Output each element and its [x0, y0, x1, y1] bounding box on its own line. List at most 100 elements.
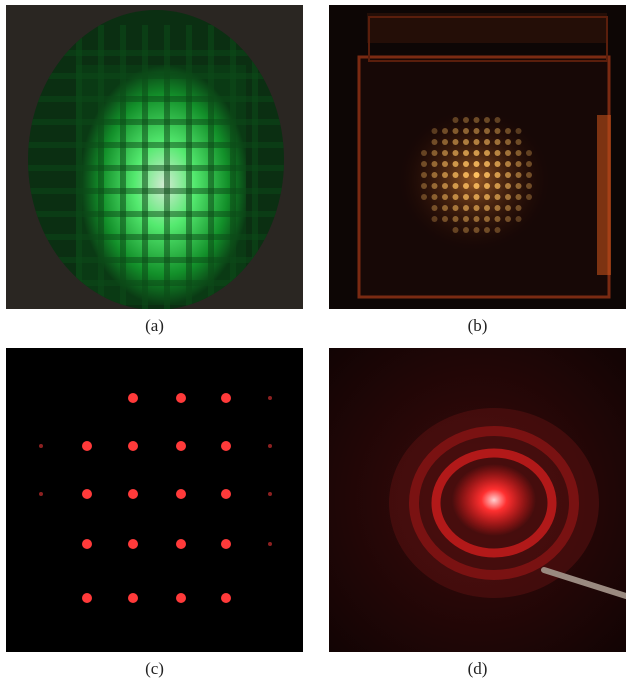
orange-light-spot [442, 183, 448, 189]
orange-light-spot [526, 150, 532, 156]
panel-c-red-spot-array-image [6, 348, 303, 652]
red-light-spot [268, 444, 272, 448]
orange-light-spot [494, 161, 501, 167]
orange-light-spot [473, 227, 480, 233]
orange-light-spot [494, 128, 501, 134]
orange-light-spot [484, 205, 490, 211]
orange-light-spot [494, 139, 501, 145]
red-light-spot [221, 393, 231, 403]
green-grid-graphic [6, 5, 303, 309]
orange-light-spot [473, 205, 480, 211]
orange-light-spot [463, 139, 469, 145]
grid-line-horizontal [28, 280, 284, 286]
orange-light-spot [484, 172, 490, 178]
red-spot-array-graphic [6, 348, 303, 652]
orange-light-spot [463, 128, 469, 134]
orange-light-spot [421, 172, 427, 178]
orange-light-spot [463, 194, 469, 200]
orange-light-spot [494, 117, 501, 123]
orange-light-spot [473, 172, 480, 178]
red-light-spot [39, 444, 43, 448]
orange-light-spot [452, 172, 459, 178]
orange-light-spot [484, 161, 490, 167]
orange-light-spot [484, 128, 490, 134]
grid-line-horizontal [28, 234, 284, 240]
orange-light-spot [463, 227, 469, 233]
orange-light-spot [421, 194, 427, 200]
red-light-spot [221, 489, 231, 499]
red-light-spot [128, 393, 138, 403]
grid-line-horizontal [28, 257, 284, 263]
orange-light-spot [526, 161, 532, 167]
orange-light-spot [505, 205, 511, 211]
orange-light-spot [421, 161, 427, 167]
orange-light-spot [494, 205, 501, 211]
red-light-spot [268, 492, 272, 496]
orange-light-spot [526, 194, 532, 200]
orange-light-spot [421, 150, 427, 156]
red-rings-graphic [329, 348, 626, 652]
red-light-spot [128, 441, 138, 451]
orange-light-spot [421, 183, 427, 189]
orange-light-spot [442, 216, 448, 222]
orange-light-spot [442, 172, 448, 178]
orange-light-spot [442, 139, 448, 145]
orange-light-spot [473, 194, 480, 200]
orange-light-spot [431, 205, 438, 211]
orange-light-spot [484, 139, 490, 145]
caption-d: (d) [467, 659, 488, 678]
orange-light-spot [452, 128, 459, 134]
orange-light-spot [505, 128, 511, 134]
grid-line-horizontal [28, 188, 284, 194]
orange-light-spot [431, 161, 438, 167]
orange-light-spot [515, 183, 522, 189]
orange-light-spot [473, 128, 480, 134]
orange-light-spot [515, 161, 522, 167]
orange-light-spot [515, 150, 522, 156]
orange-light-spot [505, 161, 511, 167]
orange-light-spot [515, 172, 522, 178]
orange-light-spot [431, 183, 438, 189]
orange-light-spot [442, 150, 448, 156]
orange-light-spot [484, 194, 490, 200]
orange-light-spot [452, 194, 459, 200]
orange-light-spot [473, 139, 480, 145]
red-light-spot [221, 441, 231, 451]
panel-d-red-rings-image [329, 348, 626, 652]
orange-light-spot [452, 161, 459, 167]
orange-light-spot [473, 117, 480, 123]
orange-light-spot [452, 227, 459, 233]
orange-light-spot [442, 161, 448, 167]
red-light-spot [128, 489, 138, 499]
orange-light-spot [452, 139, 459, 145]
grid-line-horizontal [28, 142, 284, 148]
red-light-spot [128, 593, 138, 603]
orange-light-spot [484, 183, 490, 189]
orange-light-spot [442, 128, 448, 134]
red-light-spot [82, 489, 92, 499]
orange-light-spot [452, 150, 459, 156]
panel-a-green-grid-image [6, 5, 303, 309]
orange-light-spot [505, 172, 511, 178]
orange-light-spot [515, 139, 522, 145]
orange-light-spot [431, 194, 438, 200]
orange-light-spot [473, 183, 480, 189]
red-light-spot [176, 593, 186, 603]
grid-line-horizontal [28, 73, 284, 79]
orange-light-spot [463, 150, 469, 156]
orange-light-spot [452, 117, 459, 123]
orange-light-spot [494, 183, 501, 189]
orange-light-spot [463, 161, 469, 167]
orange-light-spot [484, 216, 490, 222]
panel-b-glass-cube-image [329, 5, 626, 309]
orange-light-spot [515, 128, 522, 134]
orange-light-spot [505, 216, 511, 222]
orange-light-spot [515, 216, 522, 222]
orange-light-spot [473, 161, 480, 167]
orange-light-spot [431, 139, 438, 145]
orange-light-spot [484, 117, 490, 123]
orange-light-spot [473, 216, 480, 222]
orange-light-spot [473, 150, 480, 156]
grid-line-horizontal [28, 50, 284, 56]
orange-light-spot [494, 216, 501, 222]
